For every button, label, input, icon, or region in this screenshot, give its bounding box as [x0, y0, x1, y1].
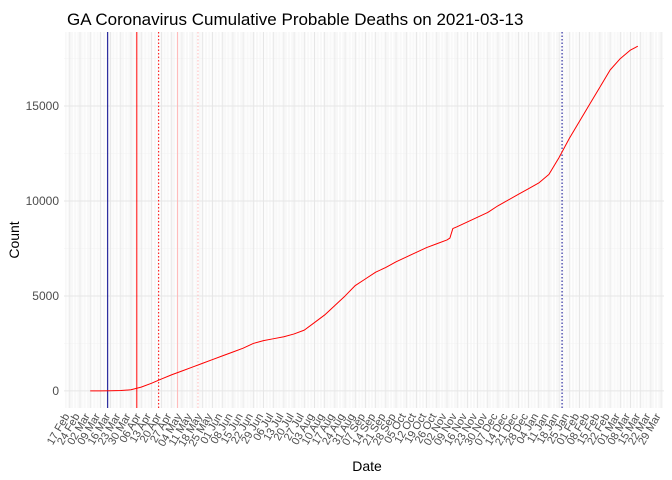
y-tick-label: 0	[52, 384, 59, 398]
y-axis-title: Count	[6, 221, 22, 258]
y-tick-label: 10000	[26, 194, 60, 208]
y-tick-label: 15000	[26, 99, 60, 113]
y-axis-ticks: 0 5000 10000 15000	[26, 99, 60, 398]
series-layer	[90, 45, 639, 392]
x-axis-title: Date	[352, 458, 382, 474]
y-tick-label: 5000	[32, 289, 59, 303]
grid	[64, 32, 664, 408]
cumulative-deaths-line	[90, 45, 639, 392]
reference-lines	[107, 32, 563, 408]
chart-title: GA Coronavirus Cumulative Probable Death…	[67, 10, 523, 29]
